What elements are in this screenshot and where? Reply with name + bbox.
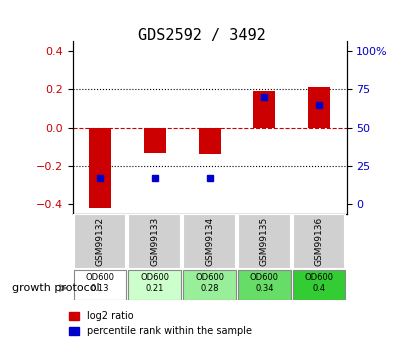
Text: GSM99132: GSM99132 — [96, 217, 104, 266]
Text: OD600
0.13: OD600 0.13 — [85, 273, 114, 293]
FancyBboxPatch shape — [74, 215, 126, 268]
FancyBboxPatch shape — [238, 215, 291, 268]
Text: GSM99133: GSM99133 — [150, 217, 159, 266]
FancyBboxPatch shape — [129, 215, 181, 268]
Text: GSM99135: GSM99135 — [260, 217, 269, 266]
Legend: log2 ratio, percentile rank within the sample: log2 ratio, percentile rank within the s… — [65, 307, 256, 340]
Bar — [144, 128, 166, 152]
Bar — [89, 128, 111, 208]
FancyBboxPatch shape — [293, 270, 345, 299]
Text: OD600
0.28: OD600 0.28 — [195, 273, 224, 293]
FancyBboxPatch shape — [183, 215, 236, 268]
FancyBboxPatch shape — [74, 270, 126, 299]
Text: OD600
0.4: OD600 0.4 — [305, 273, 334, 293]
Text: GSM99134: GSM99134 — [205, 217, 214, 266]
FancyBboxPatch shape — [129, 270, 181, 299]
Bar — [199, 128, 220, 155]
FancyBboxPatch shape — [238, 270, 291, 299]
FancyBboxPatch shape — [183, 270, 236, 299]
Text: GSM99136: GSM99136 — [315, 217, 324, 266]
Bar — [253, 91, 275, 128]
Text: OD600
0.21: OD600 0.21 — [140, 273, 169, 293]
Text: OD600
0.34: OD600 0.34 — [250, 273, 279, 293]
FancyBboxPatch shape — [293, 215, 345, 268]
Text: growth protocol: growth protocol — [12, 283, 100, 293]
Bar — [308, 87, 330, 128]
Text: GDS2592 / 3492: GDS2592 / 3492 — [138, 28, 265, 42]
